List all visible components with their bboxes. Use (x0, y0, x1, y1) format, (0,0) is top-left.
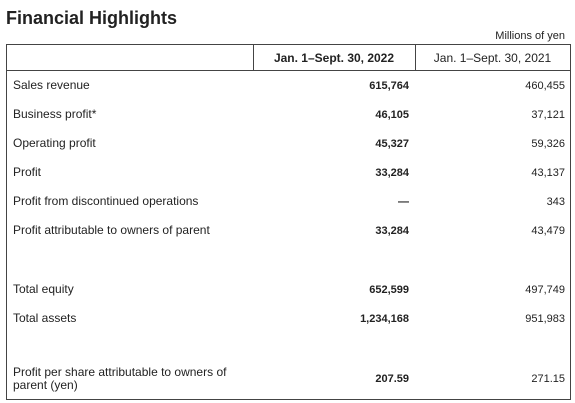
row-label: Business profit* (13, 107, 97, 121)
column-divider (415, 45, 416, 70)
value-2021: 37,121 (531, 108, 565, 121)
value-2021: 343 (546, 195, 565, 208)
column-divider (253, 45, 254, 70)
value-2022: 33,284 (375, 166, 409, 179)
title: Financial Highlights (6, 8, 178, 28)
table: Jan. 1–Sept. 30, 2022 Jan. 1–Sept. 30, 20… (6, 44, 571, 400)
value-2022: 207.59 (375, 373, 409, 385)
unit-note: Millions of yen (495, 30, 565, 42)
value-2022: 1,234,168 (360, 312, 409, 325)
value-2021: 43,479 (531, 224, 565, 237)
value-2022: 33,284 (375, 224, 409, 237)
row-label: Operating profit (13, 136, 96, 150)
value-2021: 460,455 (525, 79, 565, 92)
value-2021: 43,137 (531, 166, 565, 179)
column-header: Jan. 1–Sept. 30, 2021 (433, 51, 552, 65)
value-2021: 951,983 (525, 312, 565, 325)
value-2022: 615,764 (369, 79, 409, 92)
row-label: Sales revenue (13, 78, 90, 92)
row-label: Profit attributable to owners of parent (13, 223, 210, 237)
row-label: Total assets (13, 311, 77, 325)
row-label: Profit (13, 165, 42, 179)
row-label: Total equity (13, 282, 74, 296)
header-divider (7, 70, 570, 71)
value-2022: 652,599 (369, 283, 409, 296)
value-2021: 271.15 (531, 373, 565, 385)
value-2021: 497,749 (525, 283, 565, 296)
row-label: Profit from discontinued operations (13, 194, 199, 208)
column-header: Jan. 1–Sept. 30, 2022 (273, 51, 395, 65)
value-2022: 45,327 (375, 137, 409, 150)
value-2021: 59,326 (531, 137, 565, 150)
value-2022: — (398, 195, 409, 208)
value-2022: 46,105 (375, 108, 409, 121)
row-label: Profit per share attributable to owners … (13, 365, 227, 392)
